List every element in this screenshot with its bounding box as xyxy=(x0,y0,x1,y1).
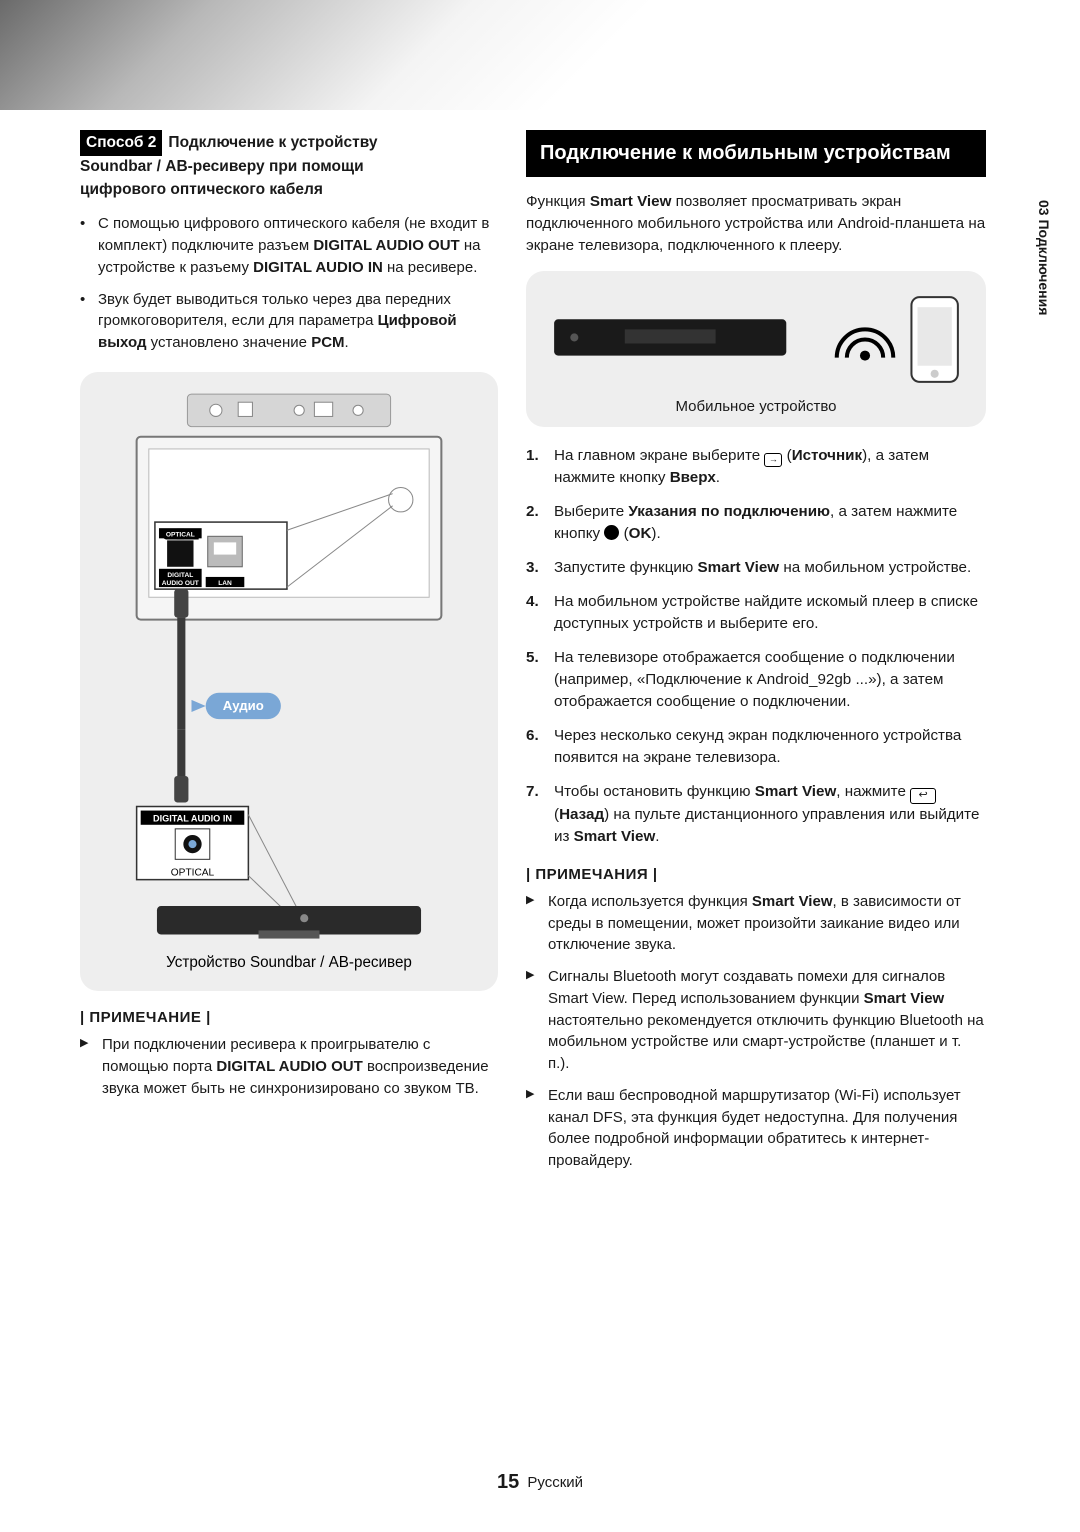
steps-list: На главном экране выберите → (Источник),… xyxy=(526,445,986,848)
method-title-3: цифрового оптического кабеля xyxy=(80,181,323,198)
svg-text:DIGITAL AUDIO IN: DIGITAL AUDIO IN xyxy=(153,814,232,824)
step-7: Чтобы остановить функцию Smart View, наж… xyxy=(554,781,986,848)
method-heading: Способ 2 Подключение к устройству Soundba… xyxy=(80,130,498,201)
step-4: На мобильном устройстве найдите искомый … xyxy=(554,591,986,635)
section-banner: Подключение к мобильным устройствам xyxy=(526,130,986,177)
connection-diagram: OPTICAL OPTICAL DIGITAL AUDIO OUT LAN Ау… xyxy=(80,372,498,991)
svg-text:DIGITAL: DIGITAL xyxy=(167,572,193,579)
page-language: Русский xyxy=(527,1474,583,1491)
mobile-caption: Мобильное устройство xyxy=(544,398,968,415)
step-5: На телевизоре отображается сообщение о п… xyxy=(554,647,986,713)
left-bullet-1: С помощью цифрового оптического кабеля (… xyxy=(98,213,498,278)
svg-text:OPTICAL: OPTICAL xyxy=(171,867,215,878)
page-top-gradient xyxy=(0,0,1080,110)
intro-bold: Smart View xyxy=(590,193,672,210)
method-title-2: Soundbar / АВ-ресиверу при помощи xyxy=(80,158,364,175)
svg-text:OPTICAL: OPTICAL xyxy=(166,531,195,538)
left-notes: При подключении ресивера к проигрывателю… xyxy=(80,1034,498,1099)
right-note-3: Если ваш беспроводной маршрутизатор (Wi-… xyxy=(548,1085,986,1172)
source-icon: → xyxy=(764,453,782,467)
right-note-2: Сигналы Bluetooth могут создавать помехи… xyxy=(548,966,986,1075)
back-icon: ↩ xyxy=(910,788,936,804)
right-column: Подключение к мобильным устройствам Функ… xyxy=(526,130,986,1182)
left-note-heading: | ПРИМЕЧАНИЕ | xyxy=(80,1009,498,1026)
right-notes: Когда используется функция Smart View, в… xyxy=(526,891,986,1172)
svg-text:Аудио: Аудио xyxy=(223,698,264,713)
side-tab: 03 Подключения xyxy=(1036,200,1052,315)
svg-text:AUDIO OUT: AUDIO OUT xyxy=(162,580,199,587)
page-number: 15 xyxy=(497,1471,519,1493)
svg-text:LAN: LAN xyxy=(218,580,232,587)
svg-text:Устройство Soundbar / АВ-ресив: Устройство Soundbar / АВ-ресивер xyxy=(166,954,412,971)
step-6: Через несколько секунд экран подключенно… xyxy=(554,725,986,769)
left-bullet-2: Звук будет выводиться только через два п… xyxy=(98,289,498,354)
method-badge: Способ 2 xyxy=(80,130,162,156)
page-footer: 15 Русский xyxy=(0,1471,1080,1494)
left-bullet-list: С помощью цифрового оптического кабеля (… xyxy=(80,213,498,354)
right-note-1: Когда используется функция Smart View, в… xyxy=(548,891,986,956)
page-columns: Способ 2 Подключение к устройству Soundba… xyxy=(80,130,1010,1182)
mobile-svg xyxy=(544,289,968,390)
mobile-diagram: Мобильное устройство xyxy=(526,271,986,427)
left-column: Способ 2 Подключение к устройству Soundba… xyxy=(80,130,498,1182)
method-title-1: Подключение к устройству xyxy=(168,134,377,151)
left-note-1: При подключении ресивера к проигрывателю… xyxy=(102,1034,498,1099)
step-2: Выберите Указания по подключению, а зате… xyxy=(554,501,986,545)
intro-pre: Функция xyxy=(526,193,590,210)
step-1: На главном экране выберите → (Источник),… xyxy=(554,445,986,489)
step-3: Запустите функцию Smart View на мобильно… xyxy=(554,557,986,579)
intro-paragraph: Функция Smart View позволяет просматрива… xyxy=(526,191,986,257)
diagram-svg: OPTICAL OPTICAL DIGITAL AUDIO OUT LAN Ау… xyxy=(96,388,482,977)
right-note-heading: | ПРИМЕЧАНИЯ | xyxy=(526,866,986,883)
ok-icon xyxy=(604,525,619,540)
